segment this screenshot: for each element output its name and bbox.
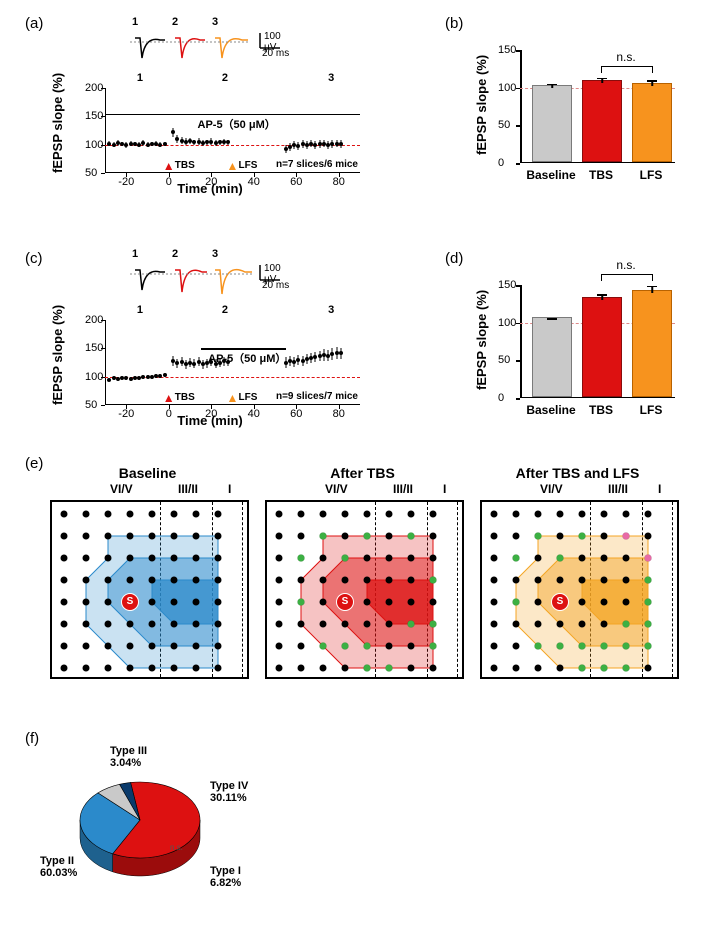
bar-d: fEPSP slope (%) 050100150BaselineTBSLFSn…	[470, 275, 680, 425]
chart-a-inset: 1 2 3 100 μV 20 ms	[130, 28, 290, 68]
bar-d-ylabel: fEPSP slope (%)	[474, 290, 489, 390]
chart-c: fEPSP slope (%) Time (min) 1 2 3 100 μV …	[50, 260, 370, 430]
label-e: (e)	[25, 455, 43, 472]
label-a: (a)	[25, 15, 43, 32]
chart-c-ylabel: fEPSP slope (%)	[50, 305, 65, 405]
panel-f: n.s. Type II60.03%Type IV30.11%Type I6.8…	[40, 740, 320, 910]
chart-a: fEPSP slope (%) Time (min) 1 2 3 100 μV …	[50, 28, 370, 198]
label-b: (b)	[445, 15, 463, 32]
label-f: (f)	[25, 730, 39, 747]
chart-a-axis-y	[105, 88, 106, 173]
label-c: (c)	[25, 250, 43, 267]
label-d: (d)	[445, 250, 463, 267]
chart-c-inset: 1 2 3 100 μV 20 ms	[130, 260, 290, 300]
svg-text:n.s.: n.s.	[170, 843, 183, 852]
chart-a-ylabel: fEPSP slope (%)	[50, 73, 65, 173]
bar-b-ylabel: fEPSP slope (%)	[474, 55, 489, 155]
bar-b: fEPSP slope (%) 050100150BaselineTBSLFSn…	[470, 40, 680, 190]
chart-c-axis-y	[105, 320, 106, 405]
panel-e: BaselineVI/VIII/IIISAfter TBSVI/VIII/III…	[50, 465, 690, 690]
